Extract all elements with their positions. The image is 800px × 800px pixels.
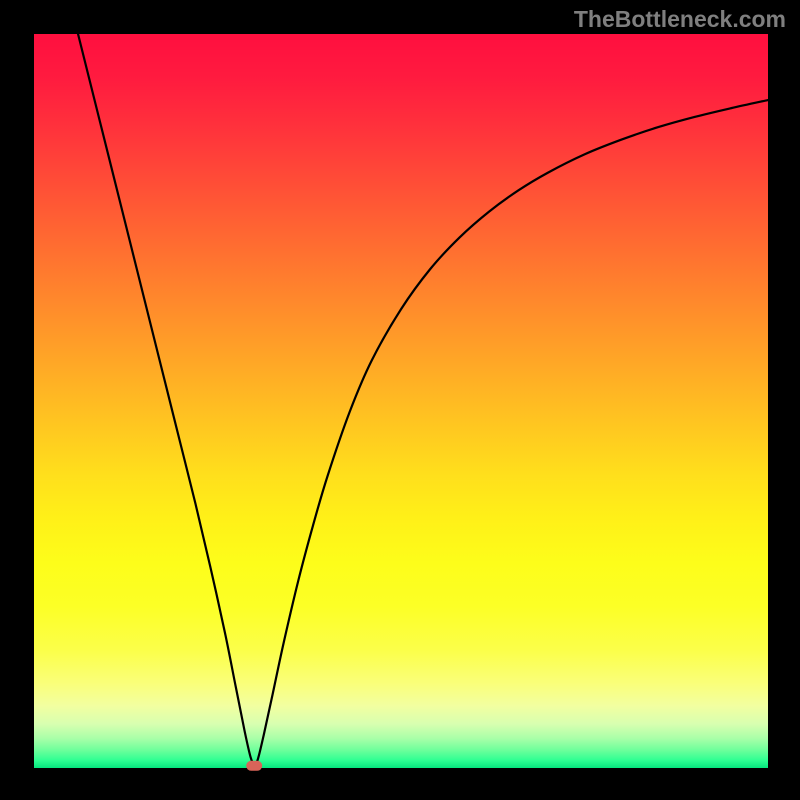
chart-container: TheBottleneck.com [0, 0, 800, 800]
plot-background [34, 34, 768, 768]
watermark-label: TheBottleneck.com [574, 6, 786, 33]
bottleneck-chart [0, 0, 800, 800]
optimum-marker [246, 761, 262, 771]
